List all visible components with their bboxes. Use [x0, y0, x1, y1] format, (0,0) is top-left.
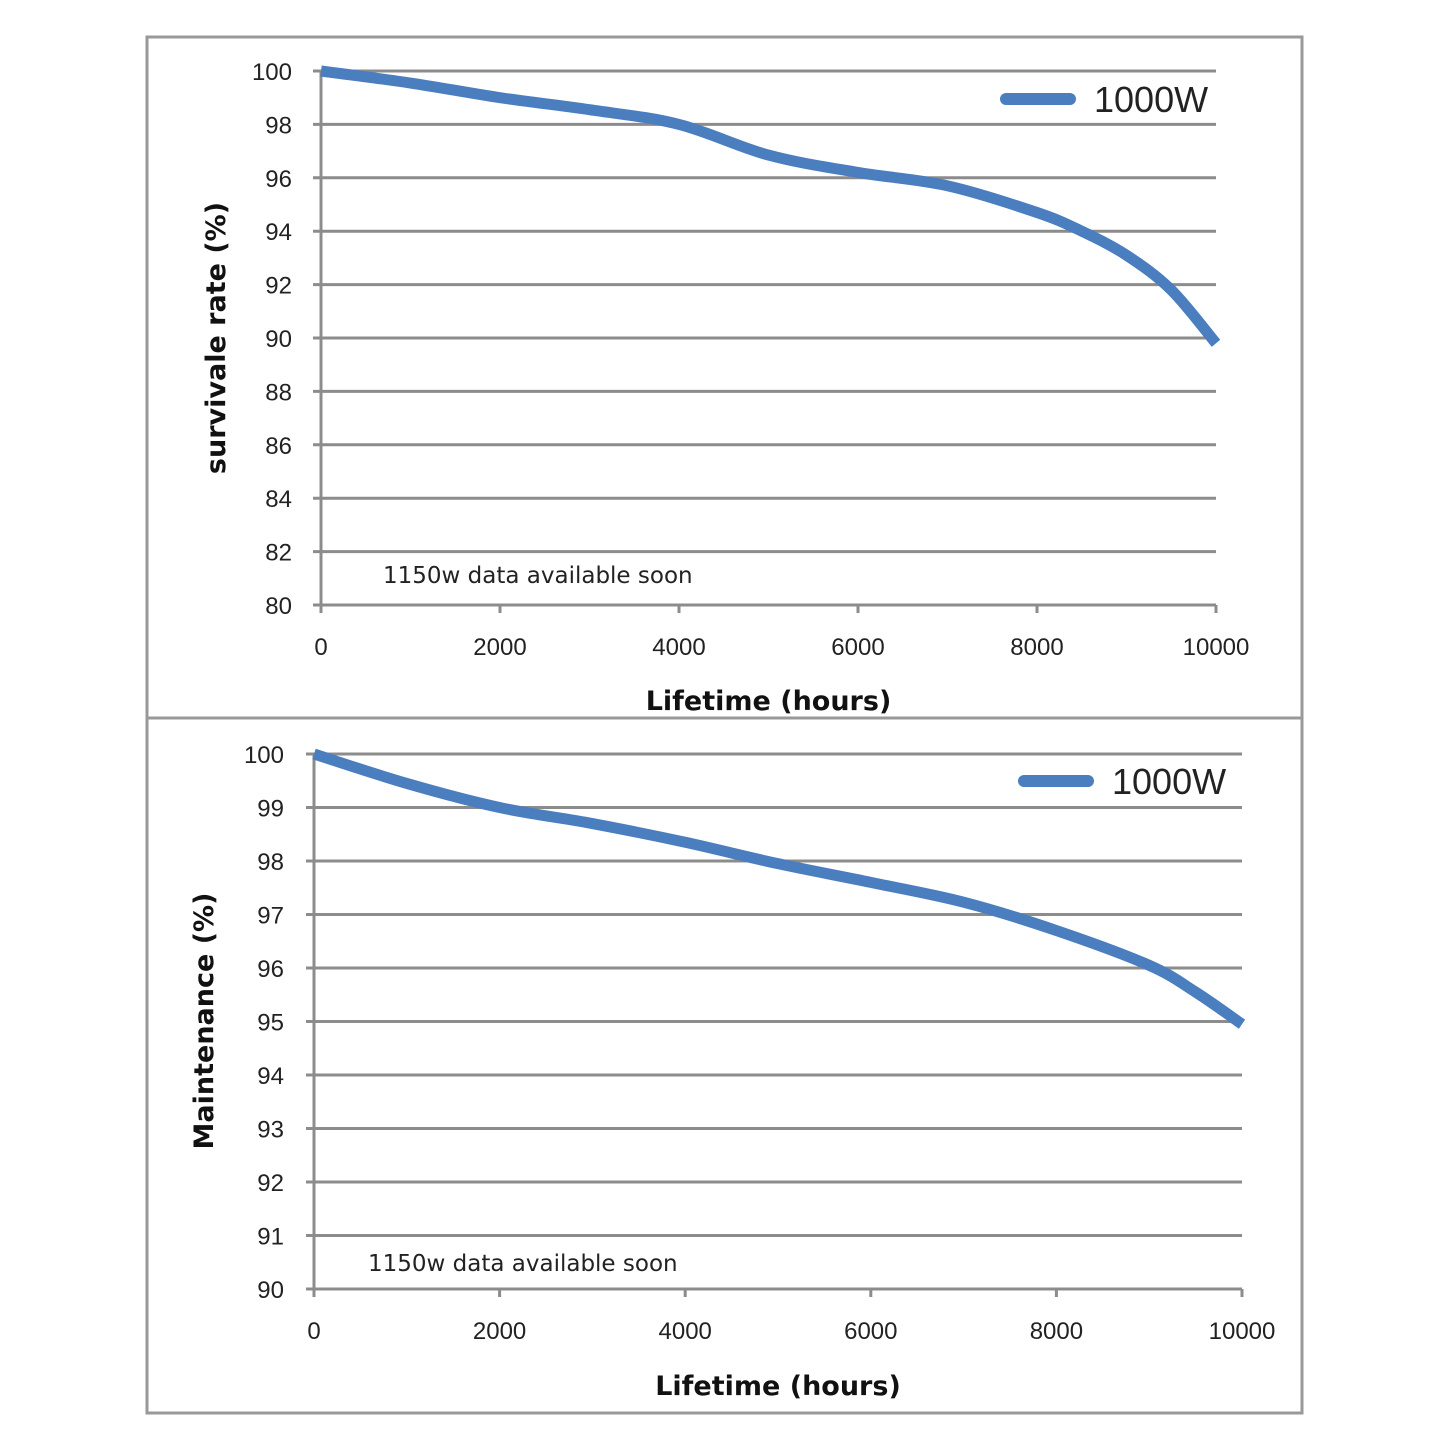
- x-tick-label: 6000: [844, 1318, 897, 1345]
- x-tick-label: 10000: [1183, 634, 1250, 661]
- y-tick-label: 99: [257, 796, 284, 823]
- y-tick-label: 92: [265, 273, 292, 300]
- y-tick-label: 88: [265, 379, 292, 406]
- y-tick-label: 90: [265, 326, 292, 353]
- chart-annotation: 1150w data available soon: [368, 1251, 678, 1277]
- y-axis-label: Maintenance (%): [189, 893, 220, 1150]
- y-tick-label: 100: [252, 59, 292, 86]
- legend-label: 1000W: [1112, 761, 1226, 802]
- series-line-1000W: [312, 748, 1246, 1029]
- x-tick-label: 4000: [652, 634, 705, 661]
- y-tick-label: 82: [265, 540, 292, 567]
- x-axis-label: Lifetime (hours): [655, 1371, 901, 1402]
- y-axis-label: survivale rate (%): [201, 202, 232, 474]
- series-line-1000W: [320, 65, 1221, 347]
- y-tick-label: 96: [257, 956, 284, 983]
- x-tick-label: 6000: [831, 634, 884, 661]
- y-tick-label: 90: [257, 1277, 284, 1304]
- y-tick-label: 92: [257, 1170, 284, 1197]
- y-tick-label: 84: [265, 486, 292, 513]
- y-tick-label: 100: [244, 742, 284, 769]
- x-tick-label: 4000: [659, 1318, 712, 1345]
- x-tick-label: 2000: [473, 1318, 526, 1345]
- y-tick-label: 94: [257, 1063, 284, 1090]
- y-tick-label: 98: [257, 849, 284, 876]
- y-tick-label: 94: [265, 219, 292, 246]
- y-tick-label: 95: [257, 1010, 284, 1037]
- y-tick-label: 97: [257, 903, 284, 930]
- y-tick-label: 91: [257, 1224, 284, 1251]
- x-tick-label: 2000: [473, 634, 526, 661]
- x-tick-label: 0: [307, 1318, 320, 1345]
- y-tick-label: 96: [265, 166, 292, 193]
- x-tick-label: 0: [314, 634, 327, 661]
- y-tick-label: 80: [265, 593, 292, 620]
- legend-label: 1000W: [1094, 79, 1208, 120]
- x-tick-label: 10000: [1209, 1318, 1276, 1345]
- x-tick-label: 8000: [1010, 634, 1063, 661]
- x-axis-label: Lifetime (hours): [646, 686, 892, 717]
- y-tick-label: 98: [265, 112, 292, 139]
- x-tick-label: 8000: [1030, 1318, 1083, 1345]
- chart-annotation: 1150w data available soon: [383, 563, 693, 589]
- chart-frame: [145, 35, 1304, 1415]
- y-tick-label: 93: [257, 1117, 284, 1144]
- y-tick-label: 86: [265, 433, 292, 460]
